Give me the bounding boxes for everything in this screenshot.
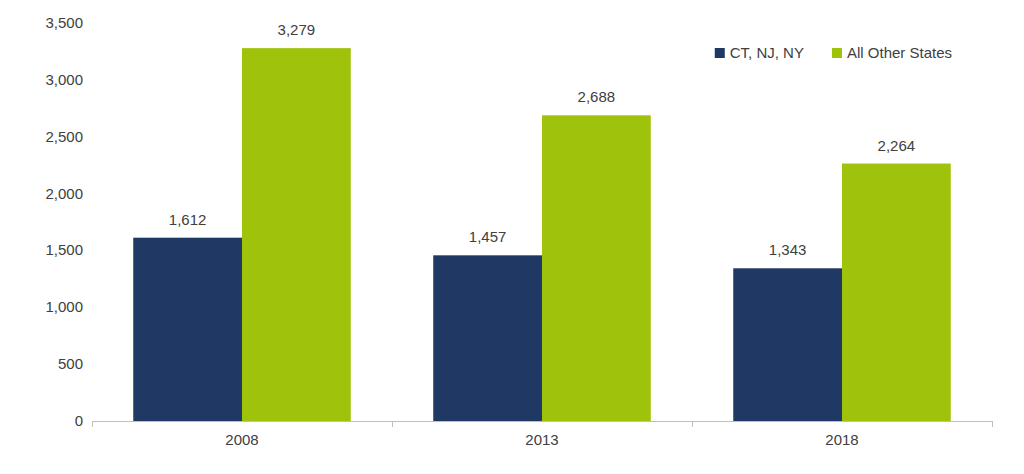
- x-tick-label: 2013: [525, 431, 558, 448]
- data-label: 1,457: [469, 228, 507, 245]
- y-tick-label: 0: [75, 412, 83, 429]
- x-axis: 2008 2013 2018: [92, 421, 993, 448]
- bar: [733, 268, 842, 421]
- x-axis-boundary: [692, 421, 693, 427]
- y-axis: 0 500 1,000 1,500 2,000 2,500 3,000 3,500: [45, 14, 83, 429]
- bar: [242, 48, 351, 421]
- y-tick-label: 500: [58, 355, 83, 372]
- x-axis-boundary: [992, 421, 993, 427]
- y-tick-label: 3,000: [45, 71, 83, 88]
- bars: [133, 48, 951, 421]
- bar: [842, 164, 951, 421]
- y-tick-label: 1,500: [45, 241, 83, 258]
- data-label: 1,612: [169, 211, 207, 228]
- y-tick-label: 3,500: [45, 14, 83, 31]
- legend: CT, NJ, NY All Other States: [715, 44, 952, 61]
- data-label: 3,279: [278, 21, 316, 38]
- y-tick-label: 1,000: [45, 298, 83, 315]
- legend-label: CT, NJ, NY: [730, 44, 804, 61]
- legend-item: All Other States: [832, 44, 952, 61]
- data-labels: 1,612 1,457 1,343 3,279 2,688 2,264: [169, 21, 915, 258]
- x-axis-line: [92, 421, 992, 422]
- bar: [133, 238, 242, 421]
- x-tick-label: 2018: [825, 431, 858, 448]
- data-label: 2,264: [878, 137, 916, 154]
- legend-label: All Other States: [847, 44, 952, 61]
- legend-item: CT, NJ, NY: [715, 44, 804, 61]
- x-tick-label: 2008: [225, 431, 258, 448]
- data-label: 2,688: [578, 88, 616, 105]
- chart: 05001,0001,5002,0002,5003,0003,500200820…: [0, 0, 1024, 474]
- y-tick-label: 2,500: [45, 128, 83, 145]
- data-label: 1,343: [769, 241, 807, 258]
- bar: [433, 255, 542, 421]
- x-axis-boundary: [92, 421, 93, 427]
- legend-swatch: [715, 48, 725, 58]
- x-axis-boundary: [392, 421, 393, 427]
- legend-swatch: [832, 48, 842, 58]
- bar: [542, 115, 651, 421]
- y-tick-label: 2,000: [45, 185, 83, 202]
